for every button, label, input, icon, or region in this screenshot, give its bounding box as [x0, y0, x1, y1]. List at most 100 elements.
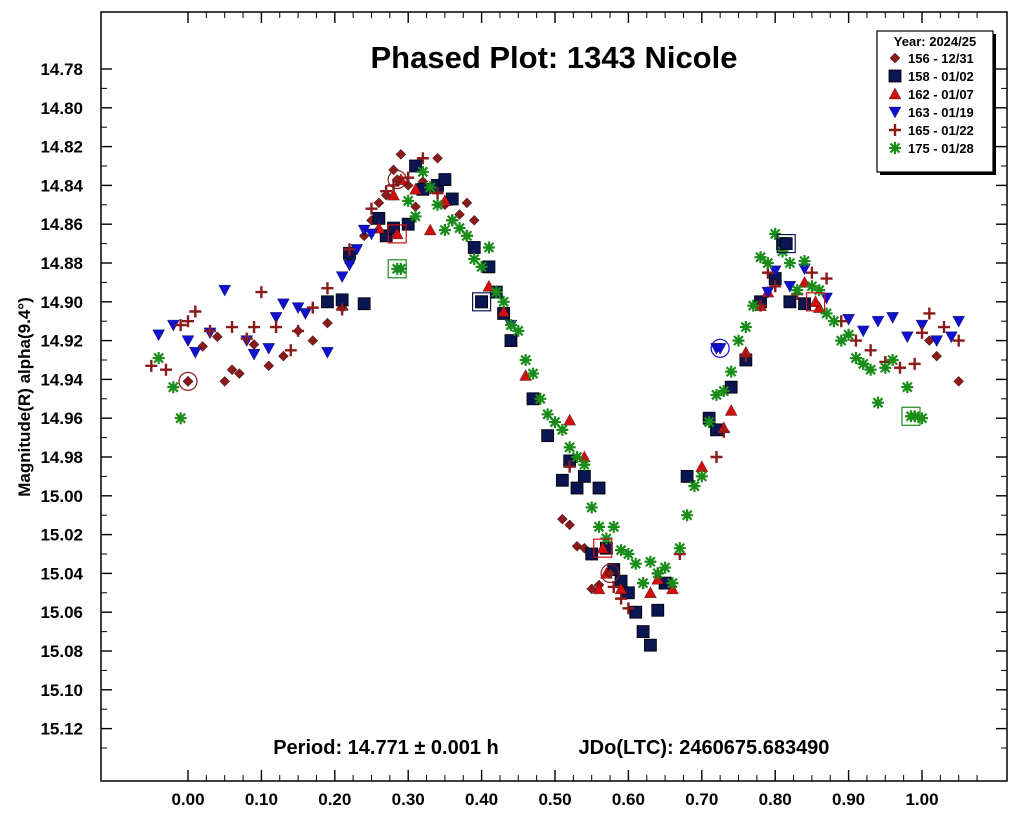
y-tick-label: 14.96 [40, 409, 83, 428]
y-tick-label: 14.88 [40, 254, 83, 273]
data-point-series-5 [703, 416, 716, 429]
data-point-series-0 [931, 350, 942, 362]
data-point-series-1 [680, 469, 694, 483]
highlight-point [391, 174, 403, 185]
legend-items: 156 - 12/31 158 - 01/02 162 - 01/07 163 - 0… [888, 51, 974, 156]
legend-marker-1 [888, 69, 902, 83]
data-point-series-5 [167, 381, 180, 394]
data-point-series-4 [416, 152, 429, 165]
data-point-series-5 [593, 520, 606, 533]
data-point-series-3 [321, 347, 334, 359]
data-point-series-1 [555, 473, 569, 487]
legend-title: Year: 2024/25 [894, 34, 976, 49]
data-point-series-5 [534, 392, 547, 405]
data-point-series-4 [343, 243, 356, 256]
data-point-series-0 [263, 360, 275, 372]
chart-title: Phased Plot: 1343 Nicole [371, 40, 738, 75]
data-point-series-5 [776, 245, 789, 258]
data-point-series-4 [321, 282, 334, 295]
data-point-series-5 [688, 480, 701, 493]
data-point-series-0 [234, 368, 245, 379]
legend-marker-5 [889, 142, 901, 154]
data-point-series-4 [240, 332, 253, 345]
data-point-series-1 [401, 217, 415, 231]
data-point-series-5 [482, 241, 495, 254]
highlight-circle [710, 338, 730, 358]
data-point-series-2 [409, 182, 422, 195]
data-point-series-4 [336, 303, 349, 316]
data-point-series-5 [453, 222, 466, 235]
y-tick-label: 14.90 [40, 293, 83, 312]
data-point-series-3 [247, 349, 261, 361]
data-point-series-4 [938, 321, 951, 334]
data-point-series-4 [893, 361, 906, 374]
data-point-series-3 [218, 285, 231, 297]
y-tick-label: 14.92 [40, 332, 83, 351]
data-point-series-3 [886, 312, 899, 324]
data-point-series-5 [827, 315, 840, 328]
data-point-series-4 [849, 334, 862, 347]
data-point-series-5 [556, 423, 569, 436]
data-point-series-5 [717, 385, 730, 398]
data-point-series-4 [255, 286, 268, 299]
data-point-series-4 [908, 357, 921, 370]
data-point-series-4 [563, 460, 576, 473]
data-point-series-3 [291, 302, 305, 314]
data-point-series-5 [600, 532, 613, 545]
plot-frame [100, 11, 1008, 782]
data-point-series-5 [541, 408, 554, 421]
y-tick-label: 15.06 [40, 603, 83, 622]
highlight-box [387, 259, 407, 279]
highlight-circle [600, 563, 620, 584]
x-tick-label: 0.40 [465, 790, 498, 809]
data-point-series-1 [798, 297, 811, 311]
data-point-series-5 [519, 354, 532, 366]
data-point-series-4 [284, 344, 297, 357]
x-tick-label: 0.00 [171, 790, 204, 809]
data-point-series-5 [769, 227, 782, 240]
y-tick-label: 14.82 [40, 138, 83, 157]
highlight-point [904, 410, 917, 423]
data-point-series-5 [585, 501, 598, 514]
data-point-series-0 [586, 583, 597, 595]
data-point-series-1 [577, 469, 591, 483]
data-point-series-5 [710, 388, 723, 401]
data-point-series-0 [373, 197, 385, 209]
data-point-series-5 [798, 255, 811, 268]
data-point-series-0 [468, 215, 480, 226]
data-point-series-0 [219, 376, 230, 387]
data-point-series-1 [570, 481, 584, 495]
data-point-series-5 [725, 365, 738, 378]
data-point-series-5 [673, 542, 686, 555]
data-point-series-1 [592, 481, 606, 495]
data-point-series-5 [813, 284, 826, 297]
data-point-series-2 [423, 223, 437, 236]
data-point-series-4 [952, 334, 965, 347]
highlighted-points [178, 169, 921, 584]
y-tick-label: 14.78 [40, 60, 83, 79]
data-point-series-5 [805, 280, 818, 293]
data-point-series-5 [174, 412, 187, 425]
highlight-point [475, 295, 489, 309]
data-point-series-1 [783, 295, 797, 309]
data-point-series-4 [387, 179, 400, 192]
legend-marker-0 [889, 52, 901, 64]
x-tick-label: 1.00 [905, 790, 938, 809]
epoch-annotation: JDo(LTC): 2460675.683490 [579, 737, 830, 759]
data-point-series-3 [761, 286, 775, 299]
data-point-series-5 [783, 257, 796, 269]
data-point-series-5 [615, 544, 628, 557]
data-point-series-1 [541, 429, 555, 443]
data-point-series-3 [335, 271, 349, 283]
data-point-series-2 [497, 305, 510, 317]
data-point-series-4 [182, 315, 194, 328]
data-point-series-3 [277, 298, 290, 311]
legend-label-0: 156 - 12/31 [908, 51, 974, 66]
data-point-series-0 [557, 513, 568, 525]
legend: Year: 2024/25 156 - 12/31 158 - 01/02 162 … [876, 30, 996, 175]
data-point-series-3 [945, 331, 958, 344]
data-point-series-0 [395, 149, 407, 160]
data-point-series-4 [270, 321, 283, 334]
legend-marker-3 [888, 106, 902, 119]
